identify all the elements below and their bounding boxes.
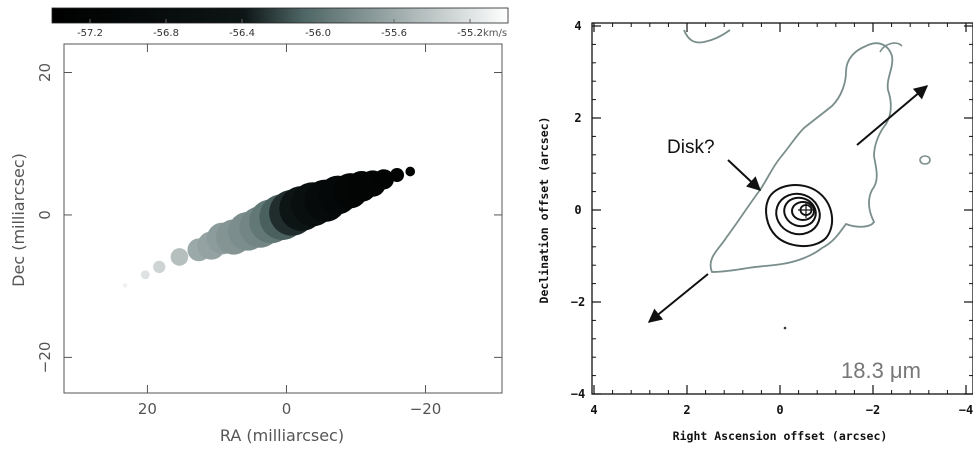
right-x-tick-label: −4: [959, 403, 973, 417]
left-plot-frame: [63, 43, 503, 394]
maser-spots: [122, 166, 416, 288]
right-x-axis-label: Right Ascension offset (arcsec): [673, 429, 888, 443]
left-x-tick-label: 0: [282, 400, 292, 418]
right-plot-frame: [591, 22, 973, 395]
disk-annotation: Disk?: [667, 137, 715, 158]
right-x-tick-label: 2: [683, 403, 690, 417]
inner-contour-1: [765, 184, 834, 247]
arrow-southeast: [647, 273, 709, 323]
right-x-tick-label: 0: [776, 403, 783, 417]
maser-spot: [153, 260, 166, 274]
small-dot: [783, 326, 787, 330]
left-y-tick-label: −20: [36, 342, 54, 374]
right-axis-ticks: 4 2 0 −2 −4 −4 −2 0 2 4: [571, 19, 973, 417]
colorbar-tick-label: -57.2: [77, 28, 103, 39]
left-y-tick-label: 0: [36, 210, 54, 220]
inner-contour-4: [791, 201, 815, 221]
maser-spot: [373, 169, 394, 190]
outer-contour-island: [919, 155, 931, 165]
colorbar-tick-label: -56.8: [153, 28, 179, 39]
inner-contour-2: [775, 192, 821, 236]
outer-contour-topright: [879, 42, 903, 53]
contour-map: [647, 29, 931, 330]
left-x-tick-label: −20: [410, 400, 442, 418]
maser-spot: [140, 270, 150, 280]
arrow-northwest: [856, 85, 929, 146]
colorbar-tick-label: -56.4: [229, 28, 255, 39]
left-y-tick-label: 20: [36, 63, 54, 82]
right-y-tick-label: −2: [571, 295, 585, 309]
maser-spot: [389, 168, 405, 183]
colorbar-tick-label: -55.2: [457, 28, 483, 39]
colorbar-gradient: [51, 7, 509, 24]
inner-contour-3: [783, 196, 817, 228]
right-y-tick-label: 4: [574, 19, 581, 33]
right-y-tick-label: −4: [571, 387, 585, 401]
left-y-axis-label: Dec (milliarcsec): [9, 153, 28, 287]
right-y-axis-label: Declination offset (arcsec): [537, 117, 551, 304]
outer-contour-main: [709, 42, 894, 273]
left-axis-ticks: 20 0 −20 20 0 −20: [36, 44, 502, 418]
arrow-disk-pointer: [727, 159, 762, 191]
maser-spot: [170, 248, 189, 266]
left-x-tick-label: 20: [138, 400, 157, 418]
maser-spot: [405, 166, 416, 177]
right-y-tick-label: 2: [574, 111, 581, 125]
left-plot: 20 0 −20 20 0 −20 RA (milliarcsec) Dec (milli…: [9, 43, 503, 445]
colorbar-ticks: -57.2 -56.8 -56.4 -56.0 -55.6 -55.2: [77, 19, 483, 39]
right-plot: 4 2 0 −2 −4 −4 −2 0 2 4 Disk? 18.3 μm Right Ascen…: [537, 19, 973, 443]
colorbar-unit: km/s: [483, 28, 507, 39]
left-x-axis-label: RA (milliarcsec): [220, 426, 344, 445]
right-y-tick-label: 0: [574, 203, 581, 217]
colorbar-tick-label: -56.0: [305, 28, 331, 39]
colorbar: -57.2 -56.8 -56.4 -56.0 -55.6 -55.2 km/s: [51, 7, 509, 39]
wavelength-label: 18.3 μm: [841, 358, 921, 383]
colorbar-tick-label: -55.6: [381, 28, 407, 39]
outer-contour-top: [683, 29, 731, 44]
right-x-tick-label: 4: [590, 403, 597, 417]
right-x-tick-label: −2: [866, 403, 880, 417]
maser-spot: [122, 283, 128, 288]
